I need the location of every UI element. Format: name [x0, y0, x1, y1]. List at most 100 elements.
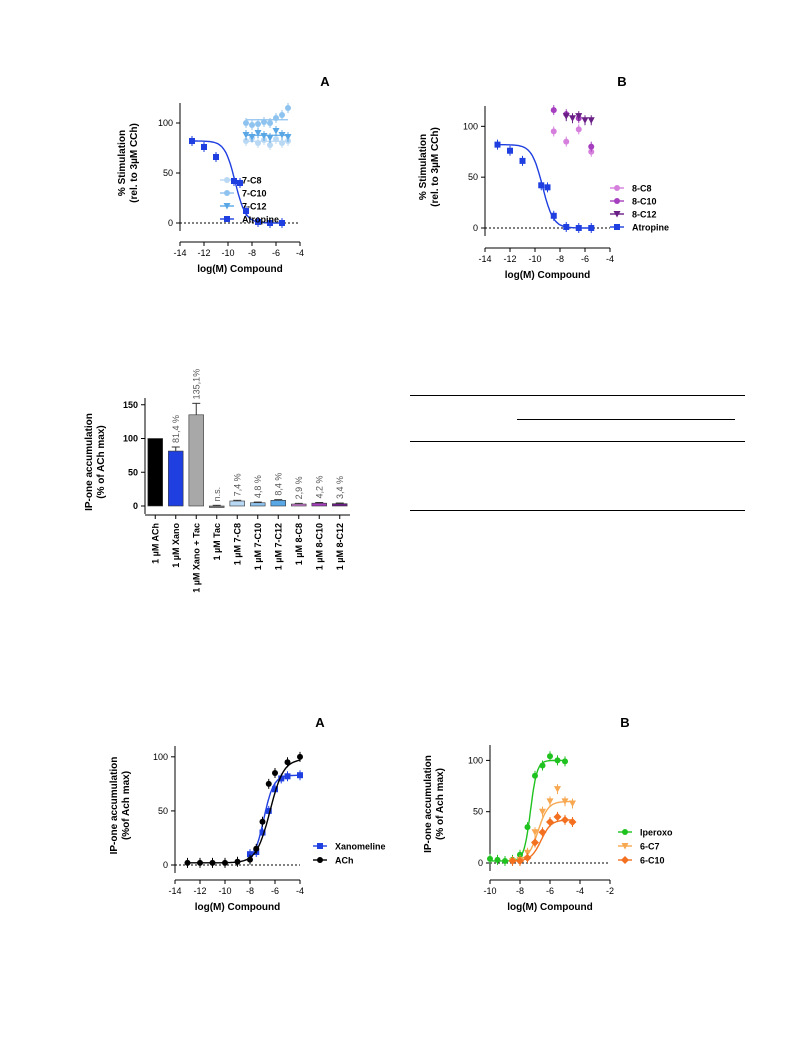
data-point-6-c10 [508, 856, 517, 865]
data-point-7-c12 [278, 132, 286, 139]
data-point-8-c12 [587, 117, 595, 124]
y-axis-title: IP-one accumulation(%of Ach max) [109, 757, 132, 855]
data-point-6-c7 [554, 786, 561, 793]
data-point-8-c8 [588, 148, 595, 155]
data-label: 2,9 % [294, 476, 304, 499]
legend-label-8-c10: 8-C10 [632, 197, 657, 207]
data-point-atropine [255, 219, 261, 225]
data-point-7-c10 [249, 122, 255, 128]
data-point-7-c12 [242, 132, 250, 139]
data-label: 7,4 % [232, 473, 242, 496]
data-point-xanomeline [272, 786, 278, 793]
data-point-ach [265, 780, 272, 787]
data-point-ach [222, 859, 228, 866]
data-point-8-c12 [575, 113, 583, 120]
x-tick-label: -10 [221, 248, 234, 258]
data-point-8-c8 [550, 128, 557, 135]
chart-a-bottom: -14 -12 -10 -8 -6 -4 0 50 100 log(M) Compound IP-o… [109, 715, 386, 913]
y-axis-title-line: (%of Ach max) [121, 771, 132, 840]
table-sub-rule [517, 419, 735, 420]
data-point-ach [184, 859, 191, 866]
data-point-7-c8 [243, 138, 249, 144]
x-axis-title: log(M) Compound [507, 902, 593, 913]
data-point-8-c8 [575, 126, 582, 133]
data-point-xanomeline [265, 807, 272, 814]
data-label: 81,4 % [171, 415, 181, 443]
x-tick-label: -4 [296, 886, 304, 896]
data-point-7-c8 [279, 140, 285, 146]
x-tick-label: -8 [516, 886, 524, 896]
x-tick-label: -8 [248, 248, 256, 258]
x-tick-label: 1 µM Xano + Tac [191, 523, 201, 593]
x-tick-label: -12 [193, 886, 206, 896]
x-tick-label: -2 [606, 886, 614, 896]
table-header-rule [410, 441, 745, 442]
x-tick-label: -8 [556, 254, 564, 264]
legend-marker-8-c12 [613, 211, 621, 218]
legend-marker-atropine [614, 224, 620, 230]
data-label: 3,4 % [335, 476, 345, 499]
data-point-iperoxo [532, 772, 538, 779]
data-point-iperoxo [487, 855, 493, 862]
data-point-atropine [237, 180, 243, 186]
legend-marker-6-c7 [621, 843, 629, 850]
y-tick-label: 0 [168, 218, 173, 228]
y-tick-label: 100 [158, 118, 173, 128]
x-tick-label: -4 [296, 248, 304, 258]
data-point-atropine [189, 138, 195, 144]
data-point-6-c7 [546, 798, 554, 805]
legend-label-6-c10: 6-C10 [640, 856, 665, 866]
data-label: n.s. [212, 487, 222, 502]
legend-marker-7-c8 [224, 177, 230, 183]
data-label: 4,8 % [253, 475, 263, 498]
data-point-atropine [231, 178, 237, 184]
y-axis-title-line: IP-one accumulation [109, 757, 120, 855]
data-point-7-c12 [260, 133, 268, 140]
legend-marker-8-c8 [614, 185, 620, 191]
y-axis-title-line: IP-one accumulation [84, 413, 95, 511]
legend-marker-8-c10 [614, 198, 620, 204]
data-point-7-c10 [243, 120, 249, 126]
data-point-xanomeline [247, 851, 253, 858]
legend-marker-7-c10 [224, 190, 230, 196]
data-point-xanomeline [278, 775, 285, 782]
x-tick-label: -6 [271, 886, 279, 896]
fit-curve-xanomeline [249, 774, 300, 859]
x-tick-label: -6 [546, 886, 554, 896]
x-axis-title: log(M) Compound [195, 902, 281, 913]
data-point-8-c12 [569, 115, 576, 122]
legend-marker-iperoxo [622, 829, 628, 835]
y-tick-label: 100 [468, 755, 483, 765]
legend-label-atropine: Atropine [632, 223, 669, 233]
data-point-ach [234, 858, 241, 865]
y-tick-label: 100 [123, 434, 138, 444]
data-point-7-c10 [285, 105, 291, 111]
legend-label-7-c12: 7-C12 [242, 202, 267, 212]
y-axis-title: IP-one accumulation(% of Ach max) [423, 755, 446, 853]
y-tick-label: 50 [128, 467, 138, 477]
legend-label-atropine: Atropine [242, 215, 279, 225]
data-point-iperoxo [539, 762, 546, 769]
y-tick-label: 100 [463, 121, 478, 131]
data-point-atropine [267, 220, 273, 226]
data-point-atropine [588, 225, 595, 231]
fit-curve-iperoxo [490, 759, 565, 862]
table-top-rule [410, 395, 745, 396]
chart-a-top: -14 -12 -10 -8 -6 -4 0 50 100 log(M) Compound % St… [117, 74, 330, 275]
legend-label-8-c8: 8-C8 [632, 184, 652, 194]
bar-1-m-xano [168, 450, 184, 507]
panel-label: A [315, 715, 325, 730]
legend-marker-6-c10 [621, 856, 629, 864]
data-point-6-c10 [561, 815, 569, 824]
data-point-6-c7 [539, 808, 546, 816]
data-point-6-c10 [531, 838, 539, 847]
data-point-7-c12 [272, 128, 280, 135]
data-point-6-c10 [553, 812, 562, 821]
data-point-atropine [563, 223, 570, 230]
data-point-7-c8 [273, 136, 279, 142]
legend-label-xanomeline: Xanomeline [335, 842, 386, 852]
y-axis-title: IP-one accumulation(% of ACh max) [84, 413, 107, 511]
data-point-atropine [519, 157, 526, 164]
x-tick-label: -14 [478, 254, 491, 264]
data-point-7-c8 [255, 140, 261, 146]
